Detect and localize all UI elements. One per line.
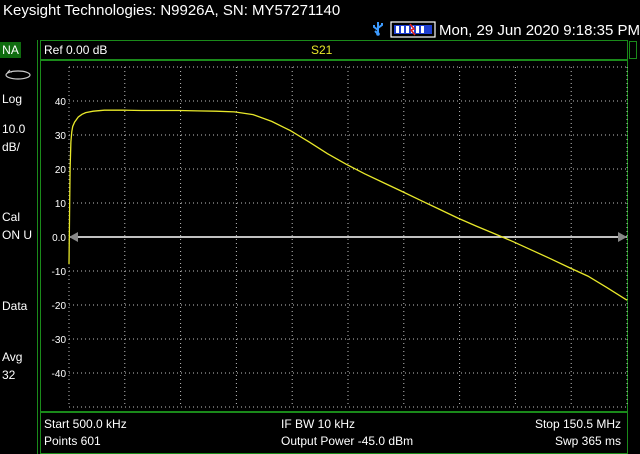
- cal-label[interactable]: Cal: [2, 210, 21, 224]
- reference-level[interactable]: Ref 0.00 dB: [44, 43, 108, 57]
- mode-badge[interactable]: NA: [0, 42, 21, 58]
- right-header-tick: [629, 41, 637, 59]
- y-tick-label: 40: [55, 97, 67, 108]
- sweep-time[interactable]: Swp 365 ms: [554, 434, 621, 448]
- format-label[interactable]: Log: [2, 92, 23, 106]
- y-tick-label: -30: [52, 335, 67, 346]
- measurement-label[interactable]: S21: [311, 43, 333, 57]
- avg-value: 32: [2, 368, 16, 382]
- start-frequency[interactable]: Start 500.0 kHz: [44, 417, 127, 431]
- points-count[interactable]: Points 601: [44, 434, 101, 448]
- if-bandwidth[interactable]: IF BW 10 kHz: [281, 417, 356, 431]
- reference-marker-left: [69, 232, 78, 242]
- y-tick-label: -40: [52, 369, 67, 380]
- y-tick-label: 10: [55, 199, 67, 210]
- y-tick-label: 30: [55, 131, 67, 142]
- trace-select-icon[interactable]: [4, 69, 32, 81]
- cal-value: ON U: [2, 228, 32, 242]
- scale-value[interactable]: 10.0: [2, 122, 26, 136]
- stop-frequency[interactable]: Stop 150.5 MHz: [534, 417, 621, 431]
- usb-icon: [373, 22, 383, 36]
- scale-unit: dB/: [2, 140, 21, 154]
- reference-marker-right: [618, 232, 627, 242]
- right-edge-bar: [629, 40, 640, 454]
- data-label[interactable]: Data: [2, 299, 28, 313]
- s21-chart[interactable]: 40 30 20 10 0.0 -10 -20 -30 -40: [41, 61, 629, 413]
- battery-icon: [390, 21, 436, 38]
- left-status-panel: NA Log 10.0 dB/ Cal ON U Data Avg 32: [0, 40, 38, 454]
- avg-label[interactable]: Avg: [2, 350, 23, 364]
- y-tick-label: 0.0: [52, 233, 66, 244]
- title-bar: Keysight Technologies: N9926A, SN: MY572…: [0, 0, 640, 40]
- plot-frame: 40 30 20 10 0.0 -10 -20 -30 -40: [40, 60, 628, 412]
- instrument-title: Keysight Technologies: N9926A, SN: MY572…: [3, 2, 341, 19]
- y-tick-label: 20: [55, 165, 67, 176]
- status-datetime: Mon, 29 Jun 2020 9:18:35 PM: [439, 22, 640, 39]
- trace-header: Ref 0.00 dB S21: [40, 40, 628, 60]
- s21-trace: [68, 109, 628, 301]
- sweep-footer: Start 500.0 kHz IF BW 10 kHz Stop 150.5 …: [40, 412, 628, 454]
- y-tick-label: -20: [52, 301, 67, 312]
- output-power[interactable]: Output Power -45.0 dBm: [281, 434, 414, 448]
- y-tick-label: -10: [52, 267, 67, 278]
